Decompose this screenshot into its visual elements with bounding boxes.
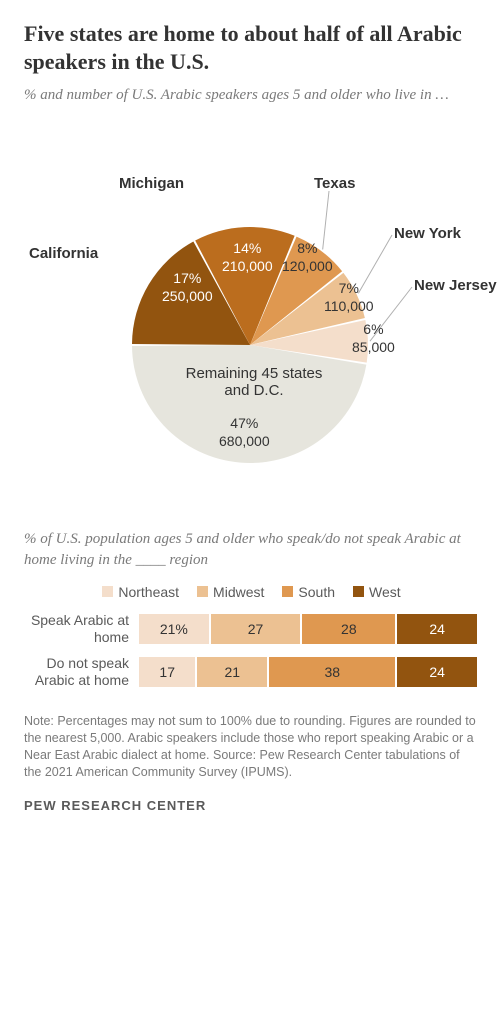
bars-subtitle: % of U.S. population ages 5 and older wh… <box>24 529 479 570</box>
bar-row-label: Speak Arabic at home <box>24 612 139 646</box>
slice-name-label: Texas <box>314 175 355 192</box>
bar-segment: 17 <box>139 657 195 687</box>
stacked-bars: Speak Arabic at home21%272824Do not spea… <box>24 612 479 689</box>
slice-value-label: 17%250,000 <box>162 270 213 305</box>
footer-attribution: PEW RESEARCH CENTER <box>24 798 479 813</box>
bar-segment: 24 <box>397 614 477 644</box>
legend-label: Northeast <box>118 584 179 600</box>
bar-segment: 38 <box>269 657 395 687</box>
bar-segment: 28 <box>302 614 395 644</box>
legend-label: Midwest <box>213 584 264 600</box>
legend-swatch <box>102 586 113 597</box>
slice-value-label: 8%120,000 <box>282 240 333 275</box>
pie-svg <box>24 125 479 515</box>
slice-name-label: Michigan <box>119 175 184 192</box>
bar: 17213824 <box>139 657 477 687</box>
slice-value-label: 6%85,000 <box>352 321 395 356</box>
slice-name-label: Remaining 45 states and D.C. <box>184 365 324 399</box>
legend-label: South <box>298 584 335 600</box>
pie-chart: 17%250,000 California 14%210,000 Michigan 8%… <box>24 125 479 515</box>
slice-name-label: New Jersey <box>414 277 497 294</box>
legend-item: South <box>282 584 335 600</box>
slice-name-label: California <box>29 245 98 262</box>
slice-value-label: 7%110,000 <box>324 280 374 315</box>
chart-title: Five states are home to about half of al… <box>24 20 479 75</box>
legend-swatch <box>353 586 364 597</box>
bar-row-label: Do not speak Arabic at home <box>24 655 139 689</box>
bar-row: Do not speak Arabic at home17213824 <box>24 655 479 689</box>
bars-legend: Northeast Midwest South West <box>24 584 479 600</box>
slice-value-label: 47%680,000 <box>219 415 270 450</box>
legend-item: Northeast <box>102 584 179 600</box>
note-text: Note: Percentages may not sum to 100% du… <box>24 713 479 781</box>
bar-segment: 24 <box>397 657 477 687</box>
legend-item: West <box>353 584 401 600</box>
bar-segment: 21 <box>197 657 267 687</box>
bar-row: Speak Arabic at home21%272824 <box>24 612 479 646</box>
slice-name-label: New York <box>394 225 461 242</box>
legend-label: West <box>369 584 401 600</box>
bar-segment: 27 <box>211 614 301 644</box>
slice-value-label: 14%210,000 <box>222 240 273 275</box>
legend-item: Midwest <box>197 584 264 600</box>
bar-segment: 21% <box>139 614 209 644</box>
chart-subtitle: % and number of U.S. Arabic speakers age… <box>24 85 479 105</box>
legend-swatch <box>197 586 208 597</box>
bar: 21%272824 <box>139 614 477 644</box>
legend-swatch <box>282 586 293 597</box>
